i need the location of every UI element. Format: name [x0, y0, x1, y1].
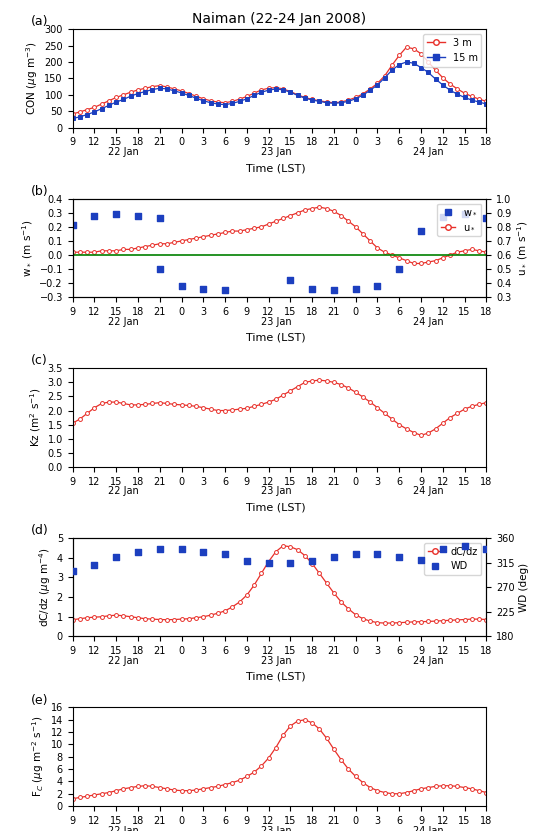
Text: 24 Jan: 24 Jan — [413, 147, 444, 157]
Point — [329, 283, 338, 297]
Point — [286, 556, 295, 569]
Legend: dC/dz, WD: dC/dz, WD — [424, 543, 481, 575]
Point — [199, 283, 208, 296]
Legend: w$_*$, u$_*$: w$_*$, u$_*$ — [437, 204, 481, 236]
Point — [221, 283, 230, 297]
Y-axis label: CON ($\mu$g m$^{-3}$): CON ($\mu$g m$^{-3}$) — [25, 42, 40, 115]
Point — [373, 279, 382, 293]
Point — [351, 548, 360, 561]
Point — [482, 542, 491, 555]
Text: 23 Jan: 23 Jan — [260, 656, 291, 666]
Text: Naiman (22-24 Jan 2008): Naiman (22-24 Jan 2008) — [192, 12, 367, 27]
Point — [416, 224, 425, 238]
Text: 24 Jan: 24 Jan — [413, 656, 444, 666]
Text: (c): (c) — [31, 354, 48, 367]
Text: 23 Jan: 23 Jan — [260, 486, 291, 496]
Point — [199, 545, 208, 558]
Point — [155, 212, 164, 225]
Text: 24 Jan: 24 Jan — [413, 317, 444, 327]
Point — [112, 208, 121, 221]
Point — [68, 564, 77, 578]
Point — [90, 209, 99, 222]
Point — [460, 208, 469, 221]
Point — [155, 542, 164, 555]
Point — [416, 553, 425, 567]
Y-axis label: w$_*$ (m s$^{-1}$): w$_*$ (m s$^{-1}$) — [21, 219, 35, 277]
Point — [395, 550, 404, 563]
Point — [134, 545, 143, 558]
Text: Time (LST): Time (LST) — [246, 163, 306, 173]
Point — [395, 263, 404, 276]
Y-axis label: WD (deg): WD (deg) — [519, 563, 529, 612]
Text: Time (LST): Time (LST) — [246, 671, 306, 682]
Point — [438, 210, 447, 224]
Text: 23 Jan: 23 Jan — [260, 147, 291, 157]
Point — [68, 219, 77, 232]
Text: 24 Jan: 24 Jan — [413, 486, 444, 496]
Point — [482, 212, 491, 225]
Text: Time (LST): Time (LST) — [246, 332, 306, 342]
Point — [438, 542, 447, 555]
Y-axis label: dC/dz ($\mu$g m$^{-4}$): dC/dz ($\mu$g m$^{-4}$) — [37, 548, 53, 627]
Y-axis label: F$_C$ ($\mu$g m$^{-2}$ s$^{-1}$): F$_C$ ($\mu$g m$^{-2}$ s$^{-1}$) — [31, 716, 46, 798]
Text: (a): (a) — [31, 15, 49, 28]
Point — [90, 558, 99, 572]
Point — [460, 539, 469, 553]
Point — [177, 542, 186, 555]
Point — [155, 263, 164, 276]
Point — [307, 283, 316, 296]
Text: (e): (e) — [31, 694, 49, 706]
Text: (b): (b) — [31, 184, 49, 198]
Y-axis label: u$_*$ (m s$^{-1}$): u$_*$ (m s$^{-1}$) — [515, 220, 530, 276]
Text: 23 Jan: 23 Jan — [260, 826, 291, 831]
Point — [177, 279, 186, 293]
Text: (d): (d) — [31, 524, 49, 537]
Y-axis label: Kz (m$^2$ s$^{-1}$): Kz (m$^2$ s$^{-1}$) — [29, 388, 43, 447]
Point — [134, 209, 143, 222]
Point — [112, 550, 121, 563]
Text: 23 Jan: 23 Jan — [260, 317, 291, 327]
Text: 22 Jan: 22 Jan — [108, 826, 139, 831]
Point — [221, 548, 230, 561]
Point — [329, 550, 338, 563]
Point — [264, 556, 273, 569]
Text: 24 Jan: 24 Jan — [413, 826, 444, 831]
Point — [373, 548, 382, 561]
Legend: 3 m, 15 m: 3 m, 15 m — [423, 34, 481, 66]
Text: Time (LST): Time (LST) — [246, 502, 306, 512]
Text: 22 Jan: 22 Jan — [108, 317, 139, 327]
Point — [351, 283, 360, 296]
Point — [307, 554, 316, 568]
Point — [286, 273, 295, 287]
Text: 22 Jan: 22 Jan — [108, 656, 139, 666]
Text: 22 Jan: 22 Jan — [108, 147, 139, 157]
Text: 22 Jan: 22 Jan — [108, 486, 139, 496]
Point — [243, 554, 252, 568]
